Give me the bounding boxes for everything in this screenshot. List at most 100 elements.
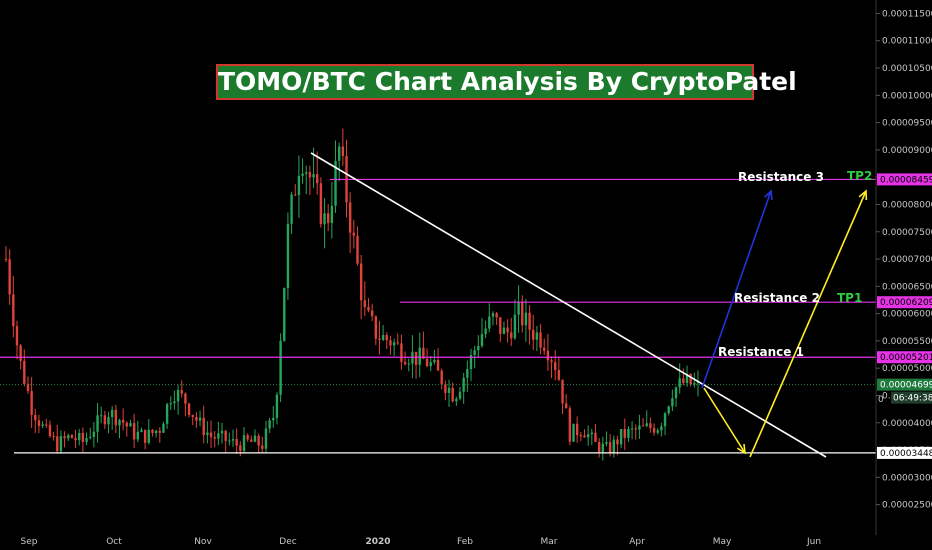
time-axis[interactable]: Sep Oct Nov Dec 2020 Feb Mar Apr May Jun xyxy=(21,537,822,547)
candle-body xyxy=(147,429,150,443)
candle-body xyxy=(378,338,381,340)
candle-body xyxy=(48,424,52,437)
candle-body xyxy=(70,435,74,438)
candle-body xyxy=(316,174,319,184)
axis-extra-char: 0 xyxy=(878,395,884,405)
candle-body xyxy=(363,300,367,307)
price-tags-group: 0.00008459 0.00006209 0.00005201 0.00004699… xyxy=(877,173,932,459)
candle-body xyxy=(546,350,550,361)
y-tick-label: 0.00009000 xyxy=(882,146,932,156)
candle-body xyxy=(151,429,154,434)
tag-last-price-bg xyxy=(877,378,932,391)
arrow-yellow-down-line xyxy=(703,387,746,454)
candle-body xyxy=(392,342,396,346)
candle-body xyxy=(414,351,418,365)
candle-body xyxy=(517,301,520,315)
candle-body xyxy=(403,361,407,365)
candle-body xyxy=(612,439,615,454)
candle-body xyxy=(451,387,454,402)
candle-body xyxy=(8,259,11,295)
y-tick-label: 0.00005500 xyxy=(882,337,932,347)
candle-body xyxy=(550,360,553,363)
candle-body xyxy=(528,312,531,330)
candle-body xyxy=(389,340,392,346)
candle-body xyxy=(92,431,96,437)
candle-body xyxy=(176,389,180,402)
candle-body xyxy=(466,369,469,378)
candle-body xyxy=(506,327,509,333)
candle-body xyxy=(638,425,641,430)
candle-body xyxy=(422,347,425,359)
y-tick-label: 0.00010500 xyxy=(882,64,932,74)
x-tick-label: Oct xyxy=(106,537,122,547)
x-tick-label: Jun xyxy=(806,537,821,547)
x-tick-label: Dec xyxy=(279,537,296,547)
candle-body xyxy=(385,335,388,341)
candle-body xyxy=(630,428,634,430)
tag-support: 0.00003448 xyxy=(880,449,932,459)
candle-body xyxy=(396,342,399,344)
candle-body xyxy=(561,379,564,404)
arrow-blue-line xyxy=(701,190,772,389)
candle-body xyxy=(89,436,92,438)
candle-body xyxy=(110,409,114,418)
candle-body xyxy=(52,436,55,438)
candle-body xyxy=(187,403,191,415)
tag-resistance-1-bg xyxy=(877,351,932,364)
candle-body xyxy=(264,428,268,449)
candle-body xyxy=(440,370,443,385)
candle-body xyxy=(195,416,198,421)
candle-body xyxy=(477,346,480,351)
levels-group xyxy=(0,178,876,454)
candle-body xyxy=(268,420,271,429)
x-tick-label: 2020 xyxy=(365,537,390,547)
candle-body xyxy=(334,160,337,206)
candle-body xyxy=(348,202,352,233)
candle-body xyxy=(433,360,436,363)
arrow-yellow-up-head xyxy=(858,189,868,201)
y-tick-label: 0.00006000 xyxy=(882,310,932,320)
candle-body xyxy=(327,213,330,224)
y-tick-label: 0.00009500 xyxy=(882,119,932,129)
candle-body xyxy=(235,439,238,446)
tag-resistance-3-bg xyxy=(877,173,932,186)
candle-body xyxy=(359,263,363,301)
candle-body xyxy=(275,394,279,419)
candle-body xyxy=(685,374,689,383)
chart-title: TOMO/BTC Chart Analysis By CryptoPatel xyxy=(216,64,797,100)
candle-body xyxy=(444,384,447,393)
candle-body xyxy=(484,328,487,335)
candle-body xyxy=(136,431,140,440)
candle-body xyxy=(616,439,619,445)
candle-body xyxy=(579,435,583,437)
candle-body xyxy=(495,313,498,318)
candle-body xyxy=(601,443,605,452)
candle-body xyxy=(30,391,33,415)
candle-body xyxy=(23,360,26,384)
candle-body xyxy=(473,350,476,355)
candle-body xyxy=(297,175,301,196)
candle-body xyxy=(96,415,99,432)
candle-body xyxy=(26,383,30,392)
candle-body xyxy=(228,440,231,442)
candle-body xyxy=(301,173,304,176)
candle-body xyxy=(627,428,630,438)
y-tick-label: 0.00002500 xyxy=(882,501,932,511)
descending-trendline xyxy=(310,152,827,458)
candle-body xyxy=(261,445,264,449)
candle-body xyxy=(312,174,315,178)
countdown-bg xyxy=(891,391,932,404)
arrow-yellow-up xyxy=(749,189,868,458)
candle-body xyxy=(158,430,161,433)
candle-body xyxy=(689,374,692,385)
candle-body xyxy=(641,425,645,427)
y-tick-label: 0.00010000 xyxy=(882,91,932,101)
candle-body xyxy=(12,294,15,327)
candle-body xyxy=(37,420,41,426)
candle-body xyxy=(652,427,656,433)
x-tick-label: Mar xyxy=(541,537,558,547)
candle-body xyxy=(59,436,63,452)
x-tick-label: Feb xyxy=(457,537,473,547)
candle-body xyxy=(63,436,66,439)
candle-body xyxy=(330,205,334,224)
